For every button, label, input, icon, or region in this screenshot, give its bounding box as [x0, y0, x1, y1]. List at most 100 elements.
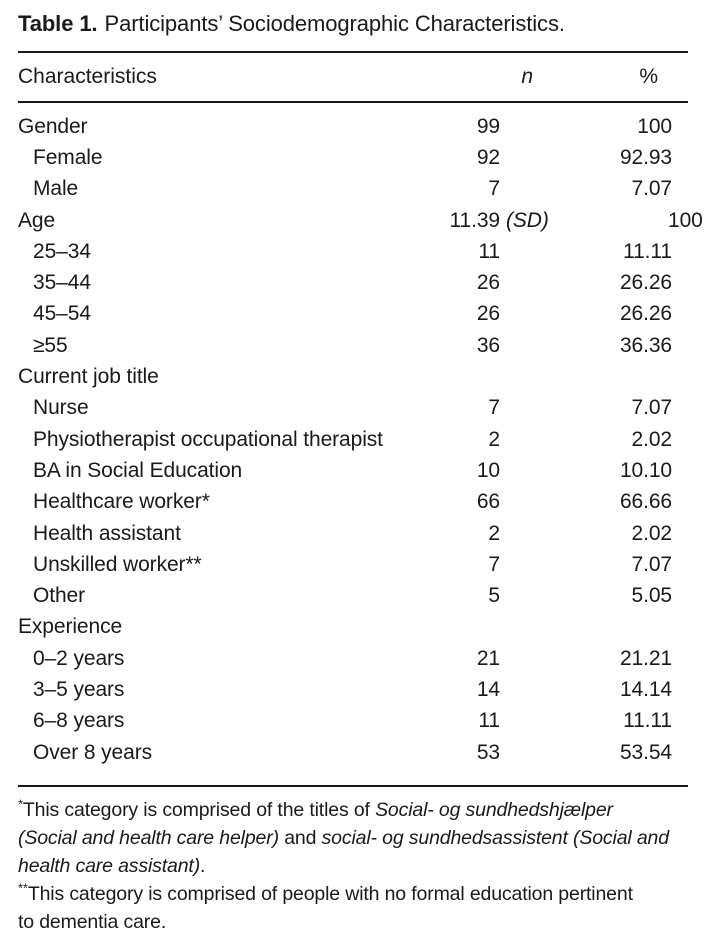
table-row: 35–44 26 26.26 — [18, 267, 688, 298]
table-row: Female 92 92.93 — [18, 142, 688, 173]
row-n-number: 66 — [476, 490, 500, 514]
row-label: 3–5 years — [33, 677, 125, 701]
top-rule — [18, 51, 688, 53]
row-percent-value: 26.26 — [619, 302, 672, 326]
row-percent-value: 66.66 — [619, 490, 672, 514]
row-n-number: 92 — [476, 145, 500, 169]
row-label: Unskilled worker** — [33, 552, 202, 576]
row-percent-value: 53.54 — [619, 740, 672, 764]
row-n-number: 14 — [476, 677, 500, 701]
row-n-number: 11 — [478, 709, 500, 733]
row-label: Health assistant — [33, 521, 181, 545]
row-n-number: 10 — [476, 458, 500, 482]
footnote-1: *This category is comprised of the title… — [18, 796, 669, 878]
table-row: Age 11.39 (SD) 100 — [18, 205, 703, 236]
table-row: ≥55 36 36.36 — [18, 330, 688, 361]
row-label: Experience — [18, 615, 123, 639]
row-label: Current job title — [18, 365, 159, 389]
footnote-2: **This category is comprised of people w… — [18, 880, 633, 934]
row-n-value: 11.39 (SD) — [403, 209, 549, 233]
table-row: Physiotherapist occupational therapist 2… — [18, 424, 688, 455]
row-percent-value: 7.07 — [631, 552, 673, 576]
row-percent-value: 7.07 — [631, 177, 673, 201]
table-row: 0–2 years 21 21.21 — [18, 643, 688, 674]
row-percent-value: 2.02 — [631, 427, 673, 451]
row-percent-value: 11.11 — [623, 239, 672, 263]
row-percent-value: 26.26 — [619, 271, 672, 295]
row-n-value: 36 — [403, 334, 518, 358]
row-n-value: 21 — [403, 647, 518, 671]
row-n-value: 5 — [403, 584, 518, 608]
row-n-value: 11 — [403, 709, 518, 733]
row-label: 6–8 years — [33, 709, 125, 733]
bottom-rule — [18, 785, 688, 788]
table-body: Gender 99 100 Female 92 92.93 Male 7 7.0… — [18, 103, 703, 785]
row-label: Male — [33, 177, 79, 201]
column-header-characteristics: Characteristics — [18, 65, 157, 88]
row-n-number: 7 — [488, 396, 500, 420]
row-n-value: 7 — [403, 396, 518, 420]
table-row: 45–54 26 26.26 — [18, 299, 688, 330]
row-n-value: 92 — [403, 146, 518, 170]
row-percent-value: 10.10 — [619, 458, 672, 482]
table-row: Health assistant 2 2.02 — [18, 518, 688, 549]
table-row: Healthcare worker* 66 66.66 — [18, 487, 688, 518]
row-label: 45–54 — [33, 302, 91, 326]
row-percent-value: 36.36 — [619, 333, 672, 357]
row-n-value: 2 — [403, 522, 518, 546]
row-percent-value: 2.02 — [631, 521, 673, 545]
row-n-value: 14 — [403, 678, 518, 702]
table-row: Current job title — [18, 361, 688, 392]
table-row: 3–5 years 14 14.14 — [18, 674, 688, 705]
row-label: 35–44 — [33, 271, 91, 295]
table-row: Experience — [18, 612, 688, 643]
table-number-label: Table 1. — [18, 11, 98, 36]
row-n-number: 53 — [476, 740, 500, 764]
row-n-number: 36 — [476, 333, 500, 357]
row-label: BA in Social Education — [33, 458, 243, 482]
row-label: Nurse — [33, 396, 89, 420]
row-n-number: 26 — [476, 302, 500, 326]
row-n-number: 11 — [478, 239, 500, 263]
row-percent-value: 92.93 — [619, 145, 672, 169]
row-n-suffix: (SD) — [506, 208, 549, 232]
row-percent-value: 14.14 — [619, 677, 672, 701]
table-row: BA in Social Education 10 10.10 — [18, 455, 688, 486]
row-n-number: 21 — [476, 646, 500, 670]
row-label: Other — [33, 584, 86, 608]
row-percent-value: 5.05 — [631, 584, 673, 608]
table-caption: Participants’ Sociodemographic Character… — [104, 11, 565, 36]
row-label: Healthcare worker* — [33, 490, 210, 514]
row-label: Gender — [18, 114, 88, 138]
row-n-value — [403, 365, 518, 389]
footnotes: *This category is comprised of the title… — [18, 787, 688, 936]
column-header-percent: % — [639, 65, 658, 88]
row-percent-value: 100 — [637, 114, 672, 138]
row-n-number: 11.39 — [449, 208, 501, 232]
row-label: Over 8 years — [33, 740, 153, 764]
row-n-value: 66 — [403, 490, 518, 514]
table-row: 25–34 11 11.11 — [18, 236, 688, 267]
row-label: Age — [18, 208, 56, 232]
row-label: 0–2 years — [33, 646, 125, 670]
row-label: ≥55 — [33, 333, 68, 357]
row-percent-value: 100 — [668, 208, 703, 232]
table-row: Male 7 7.07 — [18, 174, 688, 205]
column-header-n: n — [521, 65, 533, 88]
row-n-number: 7 — [488, 552, 500, 576]
row-label: Female — [33, 145, 103, 169]
row-n-value: 7 — [403, 553, 518, 577]
row-percent-value: 11.11 — [623, 709, 672, 733]
table-row: Other 5 5.05 — [18, 580, 688, 611]
row-n-value: 26 — [403, 271, 518, 295]
row-n-value — [403, 615, 518, 639]
header-rule — [18, 101, 688, 103]
row-percent-value: 21.21 — [619, 646, 672, 670]
table-row: Nurse 7 7.07 — [18, 393, 688, 424]
row-label: Physiotherapist occupational therapist — [33, 427, 383, 451]
row-n-value: 99 — [403, 115, 518, 139]
row-n-number: 5 — [488, 584, 500, 608]
row-n-number: 99 — [476, 114, 500, 138]
row-n-number: 2 — [488, 521, 500, 545]
